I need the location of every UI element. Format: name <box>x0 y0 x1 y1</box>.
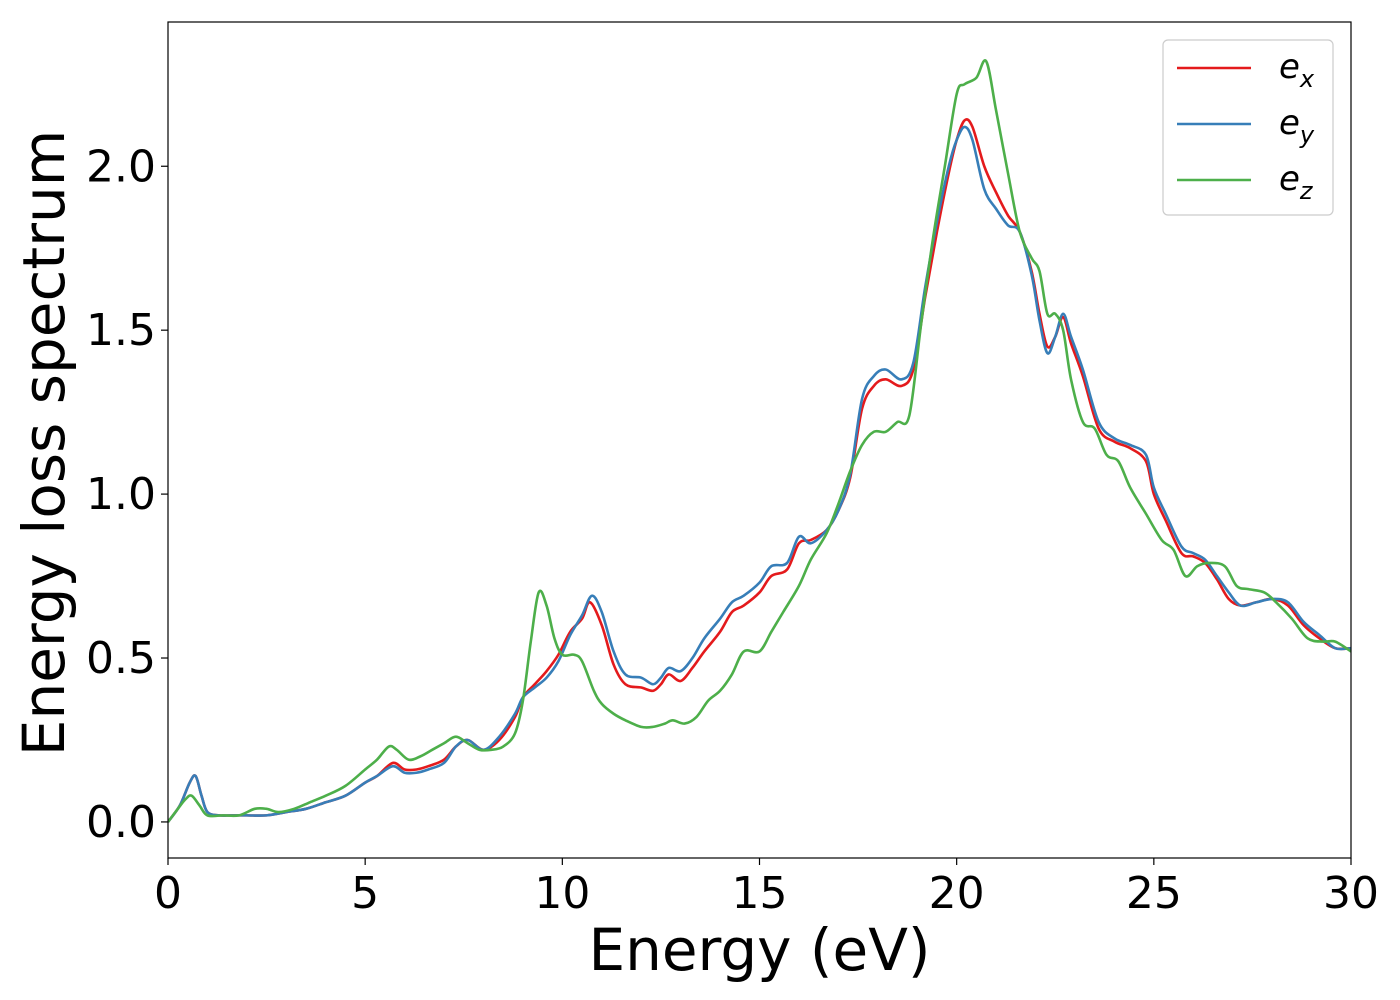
y-axis-title: Energy loss spectrum <box>10 130 78 756</box>
x-tick-label: 0 <box>154 868 182 919</box>
legend-label: ey <box>1279 103 1315 149</box>
x-axis-title: Energy (eV) <box>588 916 930 984</box>
series-line-x <box>168 118 1351 823</box>
series-line-y <box>168 125 1351 823</box>
x-axis-ticks: 0 5 10 15 20 25 30 <box>154 858 1379 919</box>
x-tick-label: 5 <box>351 868 379 919</box>
y-tick-label: 1.5 <box>86 305 156 356</box>
x-tick-label: 20 <box>929 868 985 919</box>
legend: ex ey ez <box>1162 39 1334 216</box>
x-tick-label: 30 <box>1323 868 1379 919</box>
legend-label: ex <box>1279 47 1315 93</box>
y-tick-label: 2.0 <box>86 141 156 192</box>
x-tick-label: 25 <box>1126 868 1182 919</box>
y-tick-label: 0.5 <box>86 633 156 684</box>
y-axis-ticks: 0.0 0.5 1.0 1.5 2.0 <box>86 141 168 848</box>
legend-box <box>1162 39 1334 216</box>
y-tick-label: 1.0 <box>86 469 156 520</box>
y-tick-label: 0.0 <box>86 797 156 848</box>
legend-label: ez <box>1279 159 1314 205</box>
series-layer <box>168 59 1351 823</box>
x-tick-label: 15 <box>732 868 788 919</box>
series-line-z <box>168 59 1351 823</box>
x-tick-label: 10 <box>534 868 590 919</box>
